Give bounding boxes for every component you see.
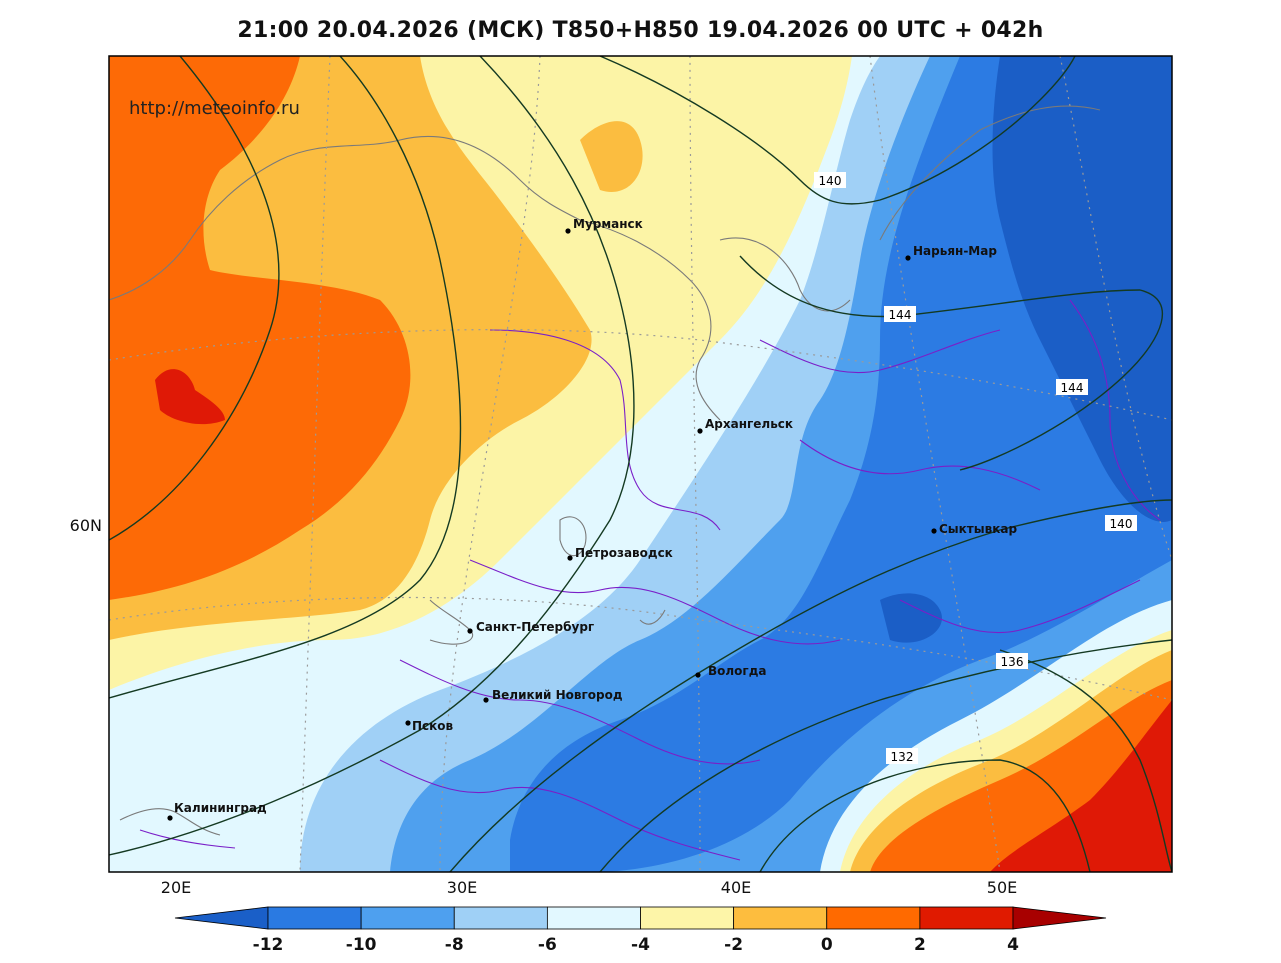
- city-dot: [483, 697, 489, 703]
- city-label: Калининград: [174, 801, 267, 815]
- city-label: Санкт-Петербург: [476, 620, 594, 634]
- zone-minus12-b: [880, 593, 942, 643]
- city-label: Архангельск: [705, 417, 793, 431]
- city-arkhangelsk: Архангельск: [697, 417, 793, 434]
- map-title: 21:00 20.04.2026 (МСК) T850+H850 19.04.2…: [237, 18, 1044, 43]
- lat-tick-label: 60N: [70, 516, 102, 535]
- colorbar-low-arrow: [174, 906, 269, 930]
- city-pskov: Псков: [405, 719, 454, 733]
- city-dot: [695, 672, 701, 678]
- city-label: Великий Новгород: [492, 688, 623, 702]
- plot-frame: [108, 55, 1173, 873]
- city-label: Мурманск: [573, 217, 643, 231]
- colorbar-swatch: [640, 906, 735, 930]
- admin-borders: [139, 299, 1161, 861]
- temperature-field: [109, 56, 1172, 872]
- contour-label: 140: [1110, 517, 1133, 531]
- colorbar-tick-label: -8: [445, 935, 464, 955]
- colorbar-tick-label: -4: [631, 935, 650, 955]
- colorbar-tick-label: 4: [1007, 935, 1019, 955]
- city-petrozavodsk: Петрозаводск: [567, 546, 673, 561]
- lon-tick-label: 50E: [987, 878, 1017, 897]
- contour-label: 132: [891, 750, 914, 764]
- city-label: Сыктывкар: [939, 522, 1017, 536]
- city-label: Вологда: [708, 664, 766, 678]
- zone-minus12: [992, 56, 1172, 522]
- city-dot: [931, 528, 937, 534]
- colorbar-tick-label: -12: [253, 935, 284, 955]
- colorbar-swatch: [733, 906, 828, 930]
- colorbar-tick-label: 2: [914, 935, 926, 955]
- contour-label: 140: [819, 174, 842, 188]
- zone-w-4: [155, 369, 225, 425]
- lon-tick-label: 30E: [447, 878, 477, 897]
- city-dot: [567, 555, 573, 561]
- zone-w-2: [109, 56, 411, 600]
- city-veliky-novgorod: Великий Новгород: [483, 688, 623, 703]
- city-markers: Мурманск Нарьян-Мар Архангельск Сыктывка…: [167, 217, 1017, 821]
- colorbar-tick-label: -2: [724, 935, 743, 955]
- coastlines: [109, 105, 1101, 836]
- colorbar: -12 -10 -8 -6 -4 -2 0 2 4: [174, 906, 1107, 955]
- city-dot: [167, 815, 173, 821]
- zone-minus10: [510, 56, 1172, 872]
- city-murmansk: Мурманск: [565, 217, 643, 234]
- colorbar-tick-label: -10: [346, 935, 377, 955]
- city-dot: [697, 428, 703, 434]
- city-dot: [565, 228, 571, 234]
- contour-label: 144: [1061, 381, 1084, 395]
- city-label: Петрозаводск: [575, 546, 673, 560]
- city-label: Нарьян-Мар: [913, 244, 997, 258]
- axis-labels: 20E 30E 40E 50E 60N: [70, 516, 1018, 897]
- city-dot: [905, 255, 911, 261]
- colorbar-high-arrow: [1012, 906, 1107, 930]
- colorbar-swatch: [826, 906, 921, 930]
- lon-tick-label: 20E: [161, 878, 191, 897]
- colorbar-swatch: [546, 906, 641, 930]
- colorbar-swatch: [919, 906, 1014, 930]
- city-kaliningrad: Калининград: [167, 801, 267, 821]
- city-saint-petersburg: Санкт-Петербург: [467, 620, 594, 634]
- city-dot: [405, 720, 411, 726]
- lon-tick-label: 40E: [721, 878, 751, 897]
- colorbar-tick-label: -6: [538, 935, 557, 955]
- zone-north-0: [580, 121, 643, 192]
- contour-label: 136: [1001, 655, 1024, 669]
- city-syktyvkar: Сыктывкар: [931, 522, 1017, 536]
- graticule: [109, 56, 1172, 872]
- watermark-text: http://meteoinfo.ru: [129, 98, 300, 119]
- contour-label: 144: [889, 308, 912, 322]
- colorbar-swatch: [267, 906, 362, 930]
- city-label: Псков: [412, 719, 454, 733]
- colorbar-tick-label: 0: [821, 935, 833, 955]
- city-dot: [467, 628, 473, 634]
- colorbar-swatch: [360, 906, 455, 930]
- contour-labels: 140 144 144 140 136 132: [814, 172, 1137, 764]
- zone-se-4: [990, 700, 1172, 872]
- height-contours: [109, 56, 1172, 872]
- city-vologda: Вологда: [695, 664, 766, 678]
- colorbar-swatch: [453, 906, 548, 930]
- city-naryan-mar: Нарьян-Мар: [905, 244, 997, 261]
